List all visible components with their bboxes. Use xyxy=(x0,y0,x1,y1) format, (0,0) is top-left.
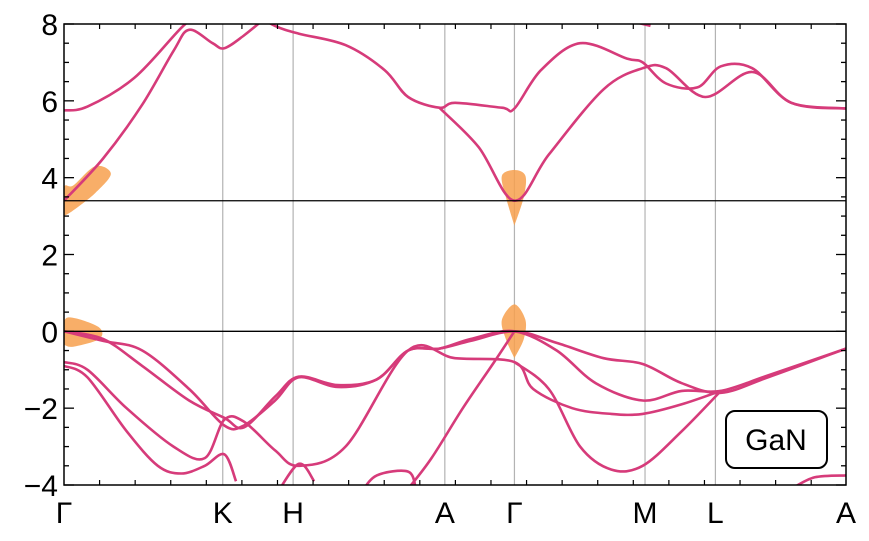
reference-lines xyxy=(64,200,846,332)
high-symmetry-gridlines xyxy=(222,24,717,485)
material-label-box: GaN xyxy=(725,410,828,469)
band-line xyxy=(280,462,316,485)
y-tick-label: 8 xyxy=(41,9,58,42)
band-line xyxy=(409,330,516,485)
orange-weight-regions xyxy=(64,165,527,359)
band-lines xyxy=(64,24,846,485)
band-line xyxy=(64,24,261,202)
x-tick-label: K xyxy=(213,497,233,530)
y-tick-label: 0 xyxy=(41,316,58,349)
x-tick-label: H xyxy=(282,497,304,530)
band-line xyxy=(513,361,722,473)
band-line xyxy=(268,24,846,113)
band-line xyxy=(64,364,238,482)
y-tick-label: 2 xyxy=(41,240,58,273)
material-label: GaN xyxy=(745,424,807,457)
y-tick-label: −2 xyxy=(24,393,58,426)
x-tick-label: Γ xyxy=(506,497,523,530)
orange-weight-region xyxy=(64,165,111,217)
band-line xyxy=(438,63,846,202)
x-tick-label: Γ xyxy=(56,497,73,530)
y-tick-label: 4 xyxy=(41,163,58,196)
x-tick-label: A xyxy=(836,497,856,530)
label-box xyxy=(725,410,828,469)
band-line xyxy=(795,474,846,485)
axis-ticks xyxy=(64,23,846,486)
orange-weight-region xyxy=(501,170,527,226)
x-tick-label: A xyxy=(435,497,455,530)
band-line xyxy=(64,344,722,468)
band-line xyxy=(637,24,651,28)
y-tick-label: 6 xyxy=(41,86,58,119)
y-tick-label: −4 xyxy=(24,470,58,503)
x-tick-label: L xyxy=(707,497,724,530)
band-line xyxy=(64,24,188,112)
x-tick-label: M xyxy=(633,497,658,530)
y-tick-labels: 8 6 4 2 0 −2 −4 xyxy=(24,9,58,503)
band-line xyxy=(364,469,417,485)
